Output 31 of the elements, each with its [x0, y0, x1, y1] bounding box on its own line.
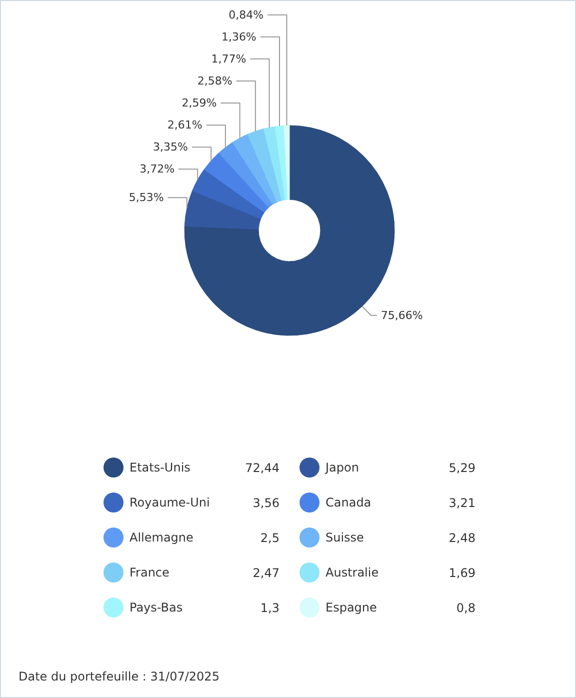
legend-label: France — [130, 566, 170, 580]
data-label: 3,35% — [153, 140, 188, 154]
text: 3,21 — [448, 496, 476, 510]
text: Date du portefeuille : 31/07/2025 — [18, 670, 220, 684]
legend-label: Suisse — [326, 530, 364, 544]
data-label: 2,58% — [197, 74, 232, 88]
text: 2,5 — [260, 531, 280, 545]
legend-label: Espagne — [326, 600, 377, 614]
data-label: 2,59% — [182, 96, 217, 110]
text: 2,47 — [252, 566, 280, 580]
legend-label: Royaume-Uni — [130, 496, 210, 510]
text: 2,48 — [448, 531, 476, 545]
legend-label: Japon — [324, 460, 359, 474]
data-label: 75,66% — [380, 308, 423, 322]
text: 3,56 — [252, 496, 280, 510]
text: 1,69 — [448, 566, 476, 580]
data-label: 1,36% — [221, 30, 256, 44]
legend-label: Etats-Unis — [130, 460, 190, 474]
data-label: 1,77% — [211, 52, 246, 66]
text: 1,3 — [260, 601, 280, 615]
legend-label: Allemagne — [130, 530, 194, 544]
data-label: 3,72% — [140, 162, 175, 176]
text: 5,29 — [448, 461, 476, 475]
legend-label: Canada — [326, 496, 372, 510]
legend-label: Australie — [326, 566, 379, 580]
data-label: 0,84% — [228, 8, 264, 22]
legend-label: Pays-Bas — [130, 600, 183, 614]
text: 72,44 — [245, 461, 280, 475]
data-label: 2,61% — [167, 118, 202, 132]
data-label: 5,53% — [128, 191, 164, 204]
text: 0,8 — [456, 601, 476, 615]
